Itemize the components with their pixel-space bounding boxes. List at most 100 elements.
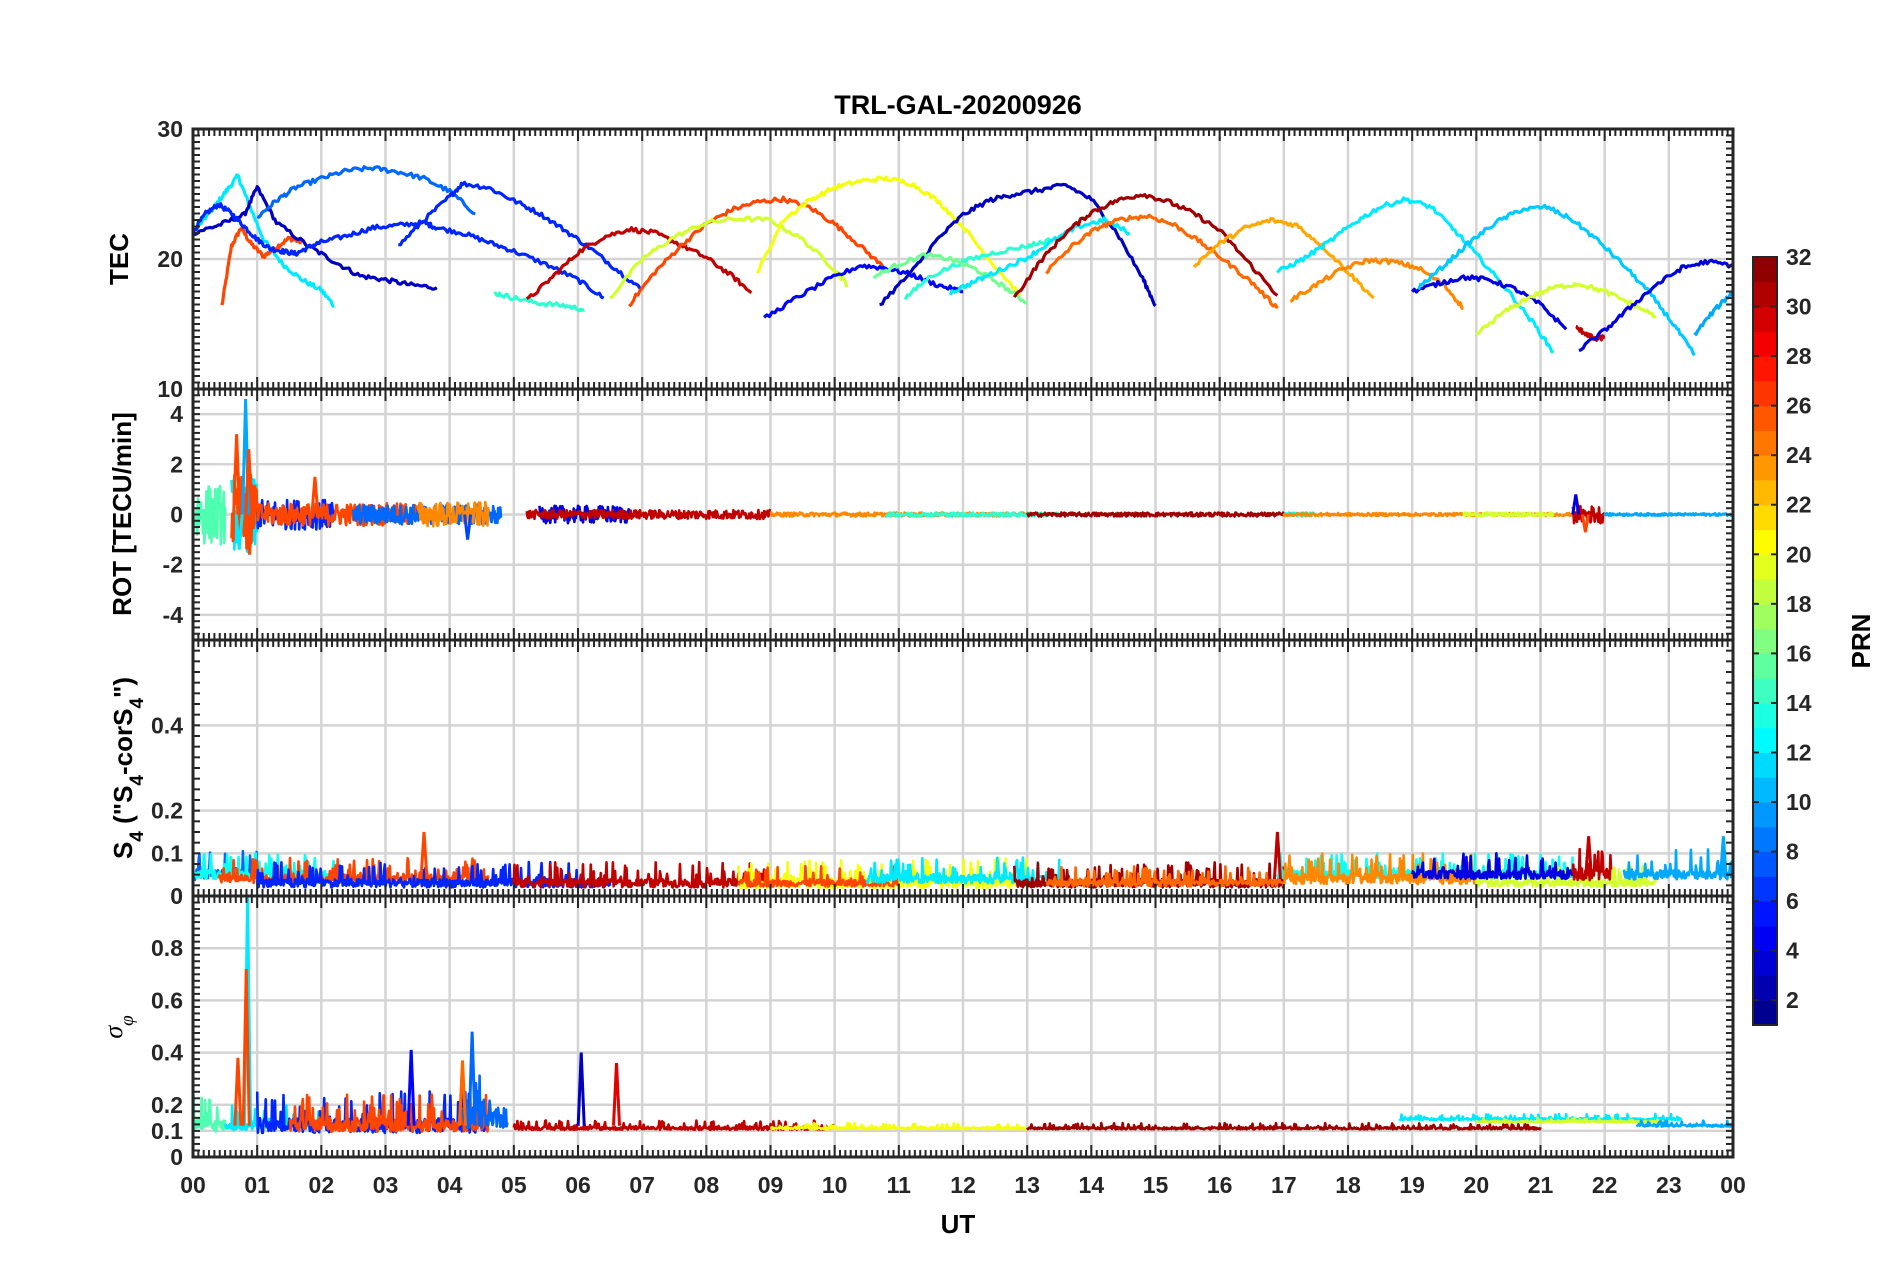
rot-spike	[463, 514, 473, 540]
rot-spike	[244, 514, 254, 555]
s4-grid	[193, 640, 1733, 896]
x-tick-label: 19	[1399, 1172, 1425, 1198]
rot-series-prn-24	[416, 500, 490, 528]
tec-series-prn-25	[1045, 213, 1279, 310]
colorbar-tick-label: 14	[1786, 690, 1812, 716]
colorbar-swatch	[1753, 876, 1777, 902]
x-tick-label: 08	[694, 1172, 720, 1198]
sigma-series-prn-19	[1475, 1116, 1670, 1124]
s4-series-prn-12	[865, 856, 1061, 885]
colorbar-swatch	[1753, 356, 1777, 382]
y-tick-label: 0.4	[151, 1040, 183, 1066]
y-tick-label: 2	[170, 451, 183, 477]
tec-series-prn-6	[193, 202, 605, 300]
colorbar-swatch	[1753, 529, 1777, 555]
colorbar-tick-label: 24	[1786, 442, 1812, 468]
x-tick-label: 17	[1271, 1172, 1297, 1198]
colorbar-swatch	[1753, 579, 1777, 605]
colorbar-swatch	[1753, 702, 1777, 729]
colorbar-swatch	[1753, 281, 1777, 308]
tec-series-prn-3	[193, 185, 438, 291]
colorbar-tick-label: 22	[1786, 492, 1812, 518]
tec-ticks	[192, 128, 1734, 390]
sigma-y-label: σφ	[99, 1015, 138, 1038]
x-tick-label: 11	[887, 1172, 912, 1198]
colorbar-tick-label: 8	[1786, 839, 1799, 865]
x-tick-label: 16	[1207, 1172, 1233, 1198]
s4-spike	[1718, 836, 1728, 880]
rot-series-prn-19	[1462, 511, 1555, 518]
colorbar-tick-label: 16	[1786, 640, 1812, 666]
s4-series-prn-30	[512, 860, 772, 889]
y-tick-label: 0.1	[151, 1118, 183, 1144]
colorbar-tick-label: 28	[1786, 343, 1812, 369]
rot-y-label: ROT [TECU/min]	[107, 412, 137, 616]
tec-series-prn-30	[525, 226, 753, 300]
sigma-spike	[576, 1052, 586, 1126]
colorbar-swatch	[1753, 950, 1777, 976]
tec-series-prn-31	[1012, 193, 1279, 299]
y-tick-label: -2	[163, 552, 183, 578]
x-tick-label: 15	[1143, 1172, 1169, 1198]
sigma-series-prn-6	[255, 1090, 490, 1135]
y-tick-label: -4	[163, 602, 184, 628]
sigma-series-prn-26	[288, 1093, 490, 1134]
tec-series-prn-3	[879, 182, 1157, 307]
tec-y-label: TEC	[104, 233, 134, 285]
s4-spike	[419, 831, 429, 880]
rot-spike	[244, 449, 254, 515]
sigma-series-prn-31	[1026, 1121, 1542, 1131]
x-tick-label: 01	[244, 1172, 270, 1198]
x-tick-label: 05	[501, 1172, 527, 1198]
sigma-grid	[193, 896, 1733, 1157]
colorbar-tick-label: 20	[1786, 541, 1812, 567]
x-tick-label: 21	[1528, 1172, 1554, 1198]
sigma-series-prn-30	[512, 1119, 836, 1132]
tec-series-prn-4	[1410, 274, 1568, 331]
colorbar-swatch	[1753, 306, 1777, 332]
tec-series-prn-12	[1276, 196, 1555, 354]
x-tick-label: 09	[758, 1172, 784, 1198]
tec-series-prn-12	[193, 173, 335, 308]
colorbar-tick-label: 6	[1786, 888, 1799, 914]
tec-series-prn-6	[398, 180, 644, 292]
y-tick-label: 20	[157, 246, 183, 272]
x-tick-label: 22	[1592, 1172, 1618, 1198]
tec-panel: 10 20 30	[157, 116, 1735, 402]
colorbar-swatch	[1753, 257, 1777, 283]
colorbar-swatch	[1753, 925, 1777, 952]
x-tick-label: 00	[1720, 1172, 1746, 1198]
colorbar-swatch	[1753, 603, 1777, 630]
rot-panel: -4 -2 0 2 4	[163, 387, 1735, 642]
rot-spike	[232, 434, 242, 515]
sigma-spike	[467, 1031, 477, 1126]
y-tick-label: 10	[157, 376, 183, 402]
s4-data	[193, 831, 1733, 890]
colorbar-swatch	[1753, 455, 1777, 481]
x-tick-label: 02	[309, 1172, 335, 1198]
colorbar-label: PRN	[1846, 614, 1876, 669]
colorbar-swatch	[1753, 975, 1777, 1001]
sigma-series-prn-20	[769, 1121, 1028, 1131]
s4-y-label: S4 ("S4-corS4")	[108, 677, 148, 859]
y-tick-label: 4	[170, 401, 183, 427]
s4-spike	[1272, 831, 1282, 880]
x-tick-label: 13	[1014, 1172, 1040, 1198]
tec-series-prn-5	[763, 263, 964, 319]
colorbar-swatch	[1753, 1000, 1777, 1026]
sigma-data	[193, 896, 1733, 1135]
tec-series-prn-30	[1574, 324, 1606, 342]
colorbar-swatch	[1753, 727, 1777, 753]
sigma-spike	[233, 1057, 243, 1126]
x-tick-label: 23	[1656, 1172, 1682, 1198]
s4-series-prn-25	[1045, 865, 1286, 888]
colorbar-swatch	[1753, 554, 1777, 580]
colorbar-swatch	[1753, 802, 1777, 828]
rot-data	[193, 399, 1733, 555]
x-tick-label: 00	[180, 1172, 206, 1198]
colorbar-tick-label: 32	[1786, 244, 1812, 270]
y-tick-label: 0.1	[151, 840, 183, 866]
sigma-spike	[241, 969, 251, 1126]
sigma-spike	[458, 1060, 467, 1126]
